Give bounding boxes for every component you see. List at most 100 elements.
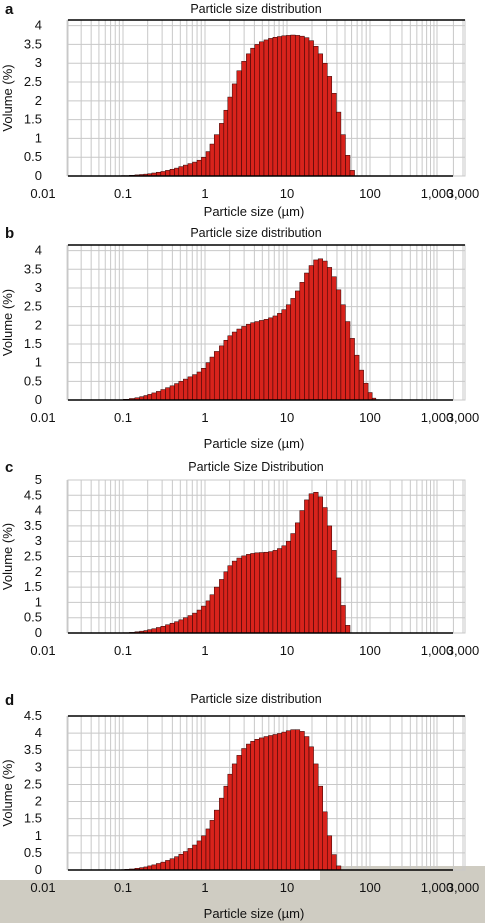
bar bbox=[156, 391, 162, 401]
bar bbox=[250, 322, 255, 401]
x-tick-label: 10 bbox=[280, 410, 294, 425]
bar bbox=[277, 733, 283, 871]
bar bbox=[277, 313, 283, 401]
bar bbox=[295, 35, 301, 177]
x-tick-label: 10 bbox=[280, 186, 294, 201]
chart-title: Particle size distribution bbox=[190, 2, 321, 16]
bar bbox=[227, 565, 233, 634]
y-tick-label: 0 bbox=[35, 862, 42, 877]
bar bbox=[236, 557, 242, 634]
y-tick-label: 4 bbox=[35, 18, 42, 33]
y-axis-label: Volume (%) bbox=[0, 289, 15, 356]
grid-lines bbox=[66, 20, 465, 177]
bar bbox=[304, 499, 310, 634]
bar bbox=[219, 345, 225, 401]
bar bbox=[290, 298, 296, 401]
bottom-band bbox=[0, 880, 485, 923]
bar bbox=[160, 861, 166, 871]
bar bbox=[254, 321, 260, 401]
y-tick-label: 1 bbox=[35, 594, 42, 609]
bar bbox=[272, 37, 278, 177]
bar bbox=[299, 35, 305, 177]
bar bbox=[290, 729, 296, 871]
bar bbox=[183, 617, 189, 634]
bar bbox=[183, 851, 189, 871]
bar bbox=[192, 612, 198, 634]
bar bbox=[345, 155, 351, 177]
bar bbox=[223, 571, 229, 634]
bar bbox=[268, 317, 274, 401]
panel-letter: b bbox=[5, 225, 14, 242]
bar bbox=[169, 858, 175, 871]
bar bbox=[281, 309, 287, 401]
bar bbox=[313, 763, 319, 871]
bar bbox=[227, 96, 233, 177]
y-tick-label: 3.5 bbox=[24, 742, 42, 757]
bar bbox=[151, 864, 157, 871]
y-tick-label: 0.5 bbox=[24, 149, 42, 164]
x-tick-label: 0.01 bbox=[30, 643, 55, 658]
y-tick-label: 4 bbox=[35, 725, 42, 740]
bar bbox=[219, 797, 225, 871]
bar bbox=[231, 331, 238, 401]
y-tick-label: 2 bbox=[35, 564, 42, 579]
bar bbox=[201, 605, 207, 634]
bar bbox=[281, 545, 287, 634]
y-tick-label: 4 bbox=[35, 503, 42, 518]
x-tick-label: 3,000 bbox=[447, 643, 480, 658]
bar bbox=[313, 259, 319, 401]
bar bbox=[213, 351, 220, 401]
bar bbox=[263, 551, 269, 634]
bar bbox=[299, 510, 305, 634]
bar bbox=[317, 496, 323, 634]
bar bbox=[236, 755, 242, 871]
bar bbox=[308, 746, 314, 871]
bar bbox=[285, 304, 291, 401]
y-tick-label: 4 bbox=[35, 243, 42, 258]
bar bbox=[250, 741, 255, 871]
bar bbox=[322, 507, 328, 634]
bar bbox=[192, 844, 198, 871]
bar bbox=[322, 811, 328, 871]
bar bbox=[272, 734, 278, 871]
bar bbox=[196, 159, 202, 177]
bar bbox=[196, 371, 202, 401]
y-tick-label: 2 bbox=[35, 93, 42, 108]
bar bbox=[201, 156, 207, 177]
bar bbox=[345, 625, 351, 634]
bar bbox=[174, 856, 180, 871]
x-tick-label: 10 bbox=[280, 643, 294, 658]
bar bbox=[223, 109, 229, 177]
bar bbox=[174, 621, 180, 634]
bar bbox=[169, 622, 175, 634]
bar bbox=[254, 44, 260, 177]
bar bbox=[165, 860, 171, 871]
bar bbox=[223, 785, 229, 871]
bar bbox=[223, 339, 229, 401]
x-tick-label: 100 bbox=[359, 643, 381, 658]
bar bbox=[308, 493, 314, 634]
y-tick-label: 4.5 bbox=[24, 487, 42, 502]
y-tick-label: 3 bbox=[35, 55, 42, 70]
bar bbox=[290, 34, 296, 177]
bar bbox=[169, 168, 175, 177]
panel-letter: d bbox=[5, 692, 14, 709]
x-tick-label: 100 bbox=[359, 186, 381, 201]
bar bbox=[178, 619, 184, 634]
bar bbox=[317, 785, 323, 871]
bar bbox=[209, 594, 215, 634]
bar bbox=[196, 609, 202, 634]
bar bbox=[213, 134, 220, 177]
bar bbox=[285, 35, 291, 177]
bar bbox=[174, 167, 180, 177]
x-axis-label: Particle size (µm) bbox=[204, 204, 305, 219]
chart-panel-a: Particle size distribution a 0 0.5 1 1.5 2 2.5 3… bbox=[0, 1, 479, 219]
y-tick-label: 3.5 bbox=[24, 518, 42, 533]
bar bbox=[336, 111, 342, 177]
x-tick-label: 0.1 bbox=[114, 643, 132, 658]
y-tick-label: 5 bbox=[35, 472, 42, 487]
bar bbox=[254, 552, 260, 634]
bar bbox=[183, 378, 189, 401]
panel-letter: c bbox=[5, 459, 13, 476]
